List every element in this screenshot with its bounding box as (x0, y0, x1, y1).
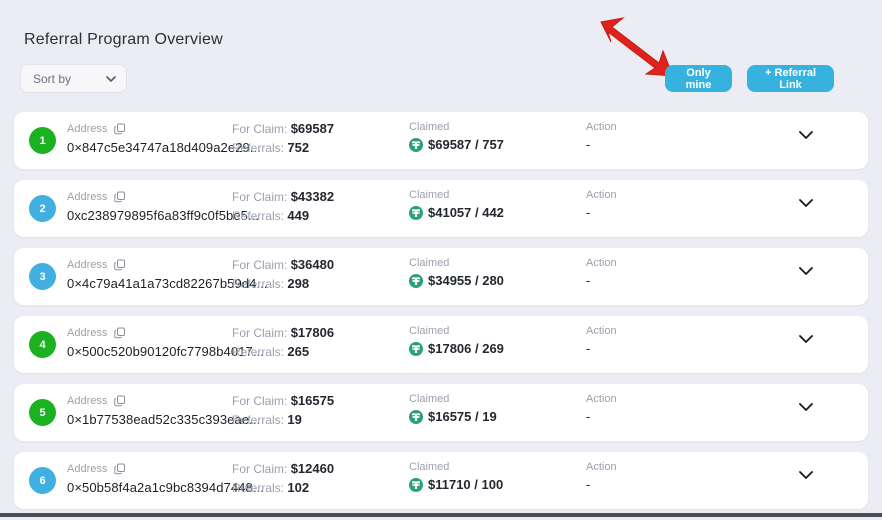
claimed-value: $16575 / 19 (428, 409, 497, 424)
referral-link-button[interactable]: + Referral Link (747, 65, 834, 92)
referral-row: 6 Address 0×50b58f4a2a1c9bc8394d7448... … (14, 452, 868, 509)
chevron-down-icon[interactable] (799, 471, 813, 479)
for-claim-label: For Claim: (232, 258, 288, 272)
address-label: Address (67, 122, 108, 135)
copy-icon[interactable] (114, 463, 126, 475)
for-claim-label: For Claim: (232, 326, 288, 340)
rank-badge: 1 (29, 127, 56, 154)
action-value: - (586, 477, 591, 492)
referrals-label: Referrals: (232, 141, 285, 155)
action-label: Action (586, 325, 617, 337)
referrals-value: 298 (287, 276, 310, 291)
claimed-label: Claimed (409, 121, 450, 133)
address-label: Address (67, 394, 108, 407)
claimed-label: Claimed (409, 189, 450, 201)
for-claim-label: For Claim: (232, 190, 288, 204)
claimed-value: $11710 / 100 (428, 477, 504, 492)
for-claim-label: For Claim: (232, 122, 288, 136)
tether-icon (409, 273, 423, 288)
claimed-label: Claimed (409, 461, 450, 473)
rank-badge: 6 (29, 467, 56, 494)
rank-badge: 4 (29, 331, 56, 358)
rank-badge: 3 (29, 263, 56, 290)
chevron-down-icon[interactable] (799, 199, 813, 207)
action-value: - (586, 341, 591, 356)
claimed-value: $41057 / 442 (428, 205, 504, 220)
referral-row: 2 Address 0xc238979895f6a83ff9c0f5be5...… (14, 180, 868, 237)
tether-icon (409, 477, 423, 492)
sort-by-label: Sort by (33, 71, 72, 86)
page-title: Referral Program Overview (24, 31, 223, 48)
address-label: Address (67, 190, 108, 203)
copy-icon[interactable] (114, 327, 126, 339)
chevron-down-icon[interactable] (799, 335, 813, 343)
referral-list: 1 Address 0×847c5e34747a18d409a2e29... F… (14, 112, 868, 520)
address-value: 0×847c5e34747a18d409a2e29... (67, 140, 262, 155)
claimed-value: $17806 / 269 (428, 341, 504, 356)
for-claim-label: For Claim: (232, 462, 288, 476)
action-value: - (586, 137, 591, 152)
referral-row: 5 Address 0×1b77538ead52c335c393eae... F… (14, 384, 868, 441)
claimed-value: $34955 / 280 (428, 273, 504, 288)
for-claim-value: $17806 (290, 325, 335, 340)
action-label: Action (586, 121, 617, 133)
for-claim-value: $16575 (290, 393, 335, 408)
chevron-down-icon[interactable] (799, 267, 813, 275)
address-value: 0xc238979895f6a83ff9c0f5be5... (67, 208, 260, 223)
referrals-value: 102 (287, 480, 310, 495)
referrals-label: Referrals: (232, 345, 285, 359)
chevron-down-icon[interactable] (799, 131, 813, 139)
referrals-label: Referrals: (232, 277, 285, 291)
referrals-value: 449 (287, 208, 310, 223)
copy-icon[interactable] (114, 123, 126, 135)
for-claim-value: $69587 (290, 121, 335, 136)
sort-by-dropdown[interactable]: Sort by (20, 64, 127, 93)
address-value: 0×50b58f4a2a1c9bc8394d7448... (67, 480, 264, 495)
referrals-label: Referrals: (232, 481, 285, 495)
rank-badge: 2 (29, 195, 56, 222)
action-label: Action (586, 189, 617, 201)
action-value: - (586, 273, 591, 288)
tether-icon (409, 205, 423, 220)
copy-icon[interactable] (114, 191, 126, 203)
referrals-value: 265 (287, 344, 310, 359)
claimed-label: Claimed (409, 325, 450, 337)
chevron-down-icon (106, 75, 116, 82)
tether-icon (409, 137, 423, 152)
for-claim-value: $36480 (290, 257, 335, 272)
window-bottom-edge (0, 513, 882, 517)
for-claim-value: $43382 (290, 189, 335, 204)
claimed-label: Claimed (409, 393, 450, 405)
referral-row: 3 Address 0×4c79a41a1a73cd82267b59d4... … (14, 248, 868, 305)
referrals-label: Referrals: (232, 413, 285, 427)
address-value: 0×1b77538ead52c335c393eae... (67, 412, 261, 427)
address-label: Address (67, 326, 108, 339)
action-label: Action (586, 393, 617, 405)
for-claim-value: $12460 (290, 461, 335, 476)
referral-row: 4 Address 0×500c520b90120fc7798b4017... … (14, 316, 868, 373)
action-label: Action (586, 461, 617, 473)
only-mine-button[interactable]: Only mine (665, 65, 732, 92)
for-claim-label: For Claim: (232, 394, 288, 408)
address-value: 0×500c520b90120fc7798b4017... (67, 344, 264, 359)
action-value: - (586, 409, 591, 424)
referrals-value: 752 (287, 140, 310, 155)
copy-icon[interactable] (114, 395, 126, 407)
address-label: Address (67, 258, 108, 271)
chevron-down-icon[interactable] (799, 403, 813, 411)
copy-icon[interactable] (114, 259, 126, 271)
address-label: Address (67, 462, 108, 475)
tether-icon (409, 341, 423, 356)
address-value: 0×4c79a41a1a73cd82267b59d4... (67, 276, 268, 291)
referral-row: 1 Address 0×847c5e34747a18d409a2e29... F… (14, 112, 868, 169)
tether-icon (409, 409, 423, 424)
referrals-label: Referrals: (232, 209, 285, 223)
action-label: Action (586, 257, 617, 269)
referrals-value: 19 (287, 412, 302, 427)
action-value: - (586, 205, 591, 220)
rank-badge: 5 (29, 399, 56, 426)
claimed-value: $69587 / 757 (428, 137, 504, 152)
claimed-label: Claimed (409, 257, 450, 269)
